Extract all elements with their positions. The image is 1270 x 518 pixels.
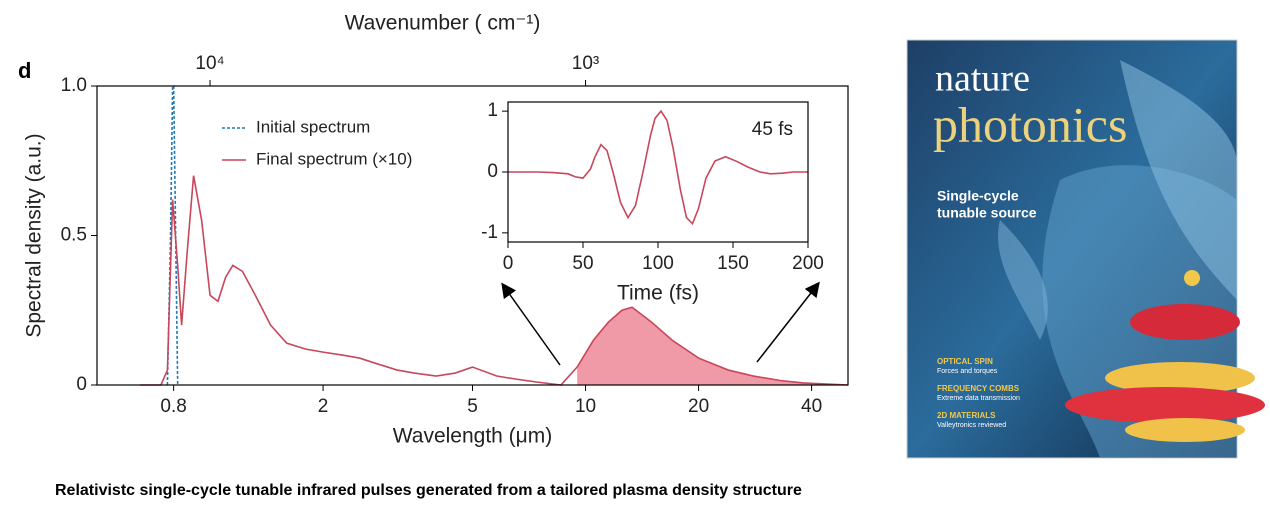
series-line — [508, 109, 808, 226]
x-axis-label: Time (fs) — [617, 282, 699, 305]
cover-journal: photonics — [933, 96, 1127, 152]
caption: Relativistc single-cycle tunable infrare… — [55, 482, 802, 499]
y-tick-label: 0.5 — [61, 225, 87, 246]
x-tick-label: 50 — [572, 253, 593, 274]
x-tick-label: 0.8 — [160, 396, 186, 417]
x-tick-label: 0 — [503, 253, 514, 274]
series-line — [139, 175, 849, 386]
cover-headline: tunable source — [937, 205, 1037, 221]
x-tick-label: 2 — [318, 396, 329, 417]
y-axis-label: Spectral density (a.u.) — [23, 133, 46, 337]
annotation: 45 fs — [752, 119, 793, 140]
x2-axis-label: Wavenumber ( cm⁻¹) — [345, 12, 541, 35]
x-tick-label: 200 — [792, 253, 824, 274]
cover-item-title: OPTICAL SPIN — [937, 357, 993, 366]
y-tick-label: 1.0 — [61, 75, 87, 96]
cover-art — [1065, 387, 1265, 423]
legend-label: Final spectrum (×10) — [256, 149, 412, 168]
y-tick-label: 0 — [76, 374, 87, 395]
cover-art — [998, 220, 1048, 340]
x2-tick-label: 10³ — [572, 53, 599, 74]
legend-label: Initial spectrum — [256, 117, 370, 136]
cover-art — [1125, 418, 1245, 442]
x-tick-label: 150 — [717, 253, 749, 274]
arrow — [501, 282, 561, 366]
y-tick-label: 1 — [487, 100, 498, 121]
y-tick-label: -1 — [481, 222, 498, 243]
x-tick-label: 20 — [688, 396, 709, 417]
cover-item-title: 2D MATERIALS — [937, 411, 996, 420]
cover-journal-top: nature — [935, 58, 1030, 100]
cover-item-text: Forces and torques — [937, 368, 998, 375]
x-tick-label: 40 — [801, 396, 822, 417]
x-axis-label: Wavelength (μm) — [393, 425, 553, 448]
cover-item-title: FREQUENCY COMBS — [937, 384, 1020, 393]
x-tick-label: 5 — [467, 396, 478, 417]
cover-headline: Single-cycle — [937, 188, 1019, 204]
arrow — [756, 281, 820, 363]
journal-cover: nature photonics Single-cycle tunable so… — [906, 39, 1265, 459]
cover-item-text: Valleytronics reviewed — [937, 422, 1006, 429]
y-tick-label: 0 — [487, 161, 498, 182]
cover-art — [1130, 304, 1240, 340]
area-fill — [577, 307, 848, 385]
x-tick-label: 10 — [575, 396, 596, 417]
panel-label: d — [18, 58, 31, 83]
cover-art — [1105, 362, 1255, 394]
cover-item-text: Extreme data transmission — [937, 395, 1020, 402]
cover-art — [1120, 60, 1237, 300]
x2-tick-label: 10⁴ — [195, 53, 224, 74]
cover-art — [1184, 270, 1200, 286]
x-tick-label: 100 — [642, 253, 674, 274]
